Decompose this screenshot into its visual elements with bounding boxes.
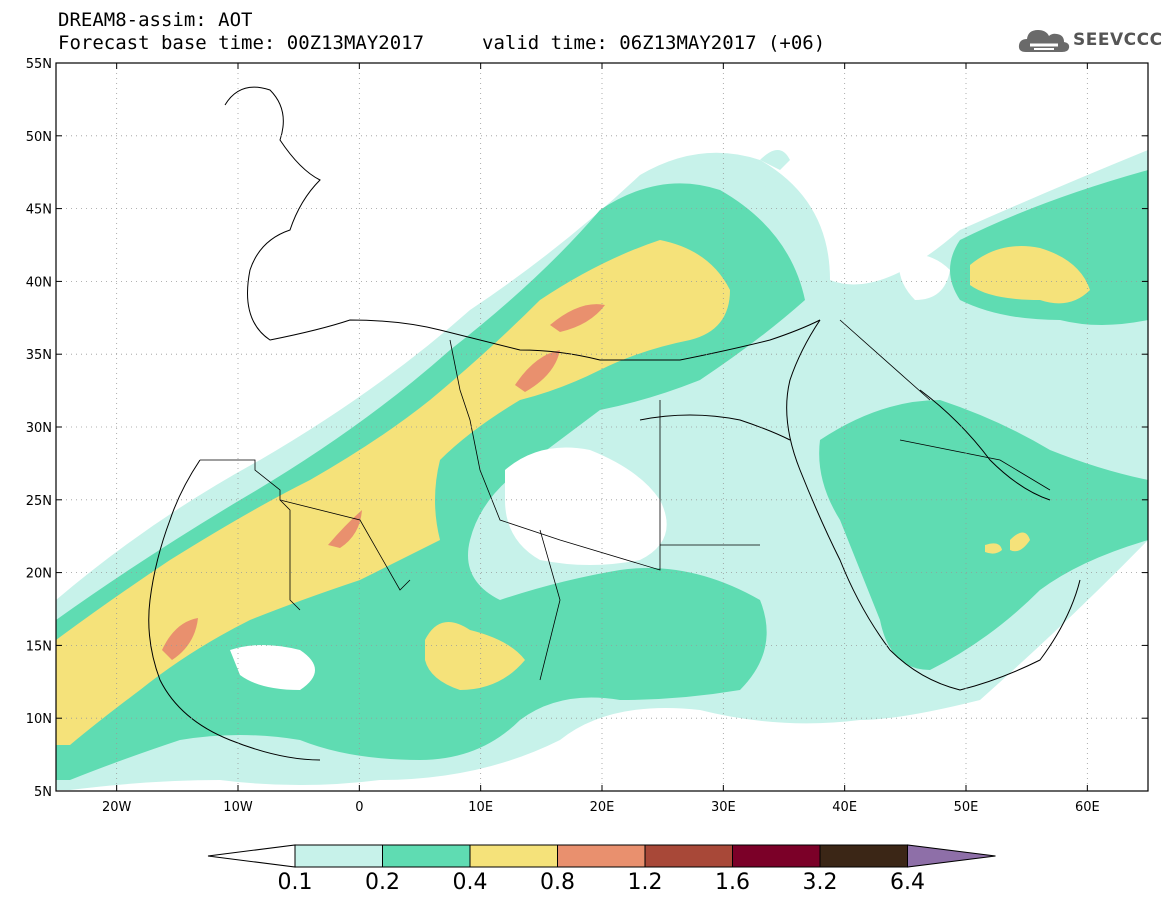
colorbar-low-arrow	[207, 844, 296, 868]
seevccc-logo: SEEVCCC	[1016, 22, 1162, 58]
colorbar-label: 1.6	[715, 870, 750, 895]
colorbar-label: 0.1	[277, 870, 313, 895]
colorbar-segment	[644, 844, 733, 868]
lat-label: 50N	[26, 130, 52, 145]
colorbar-segment	[557, 844, 646, 868]
colorbar-segment	[469, 844, 558, 868]
lon-label: 40E	[832, 800, 857, 815]
aot-band-below-0.1	[230, 254, 950, 690]
lat-label: 15N	[26, 639, 52, 654]
lon-labels: 20W 10W 0 10E 20E 30E 40E 50E 60E	[102, 800, 1100, 815]
forecast-base-time: Forecast base time: 00Z13MAY2017	[58, 32, 425, 54]
graticule	[56, 63, 1148, 791]
lon-label: 50E	[954, 800, 979, 815]
chart-title: DREAM8-assim: AOT	[58, 9, 253, 31]
lat-label: 5N	[34, 785, 52, 800]
colorbar-high-arrow	[907, 844, 996, 868]
lat-label: 45N	[26, 203, 52, 218]
lat-label: 20N	[26, 567, 52, 582]
lat-label: 10N	[26, 712, 52, 727]
valid-time: valid time: 06Z13MAY2017 (+06)	[482, 32, 826, 54]
lat-labels: 5N 10N 15N 20N 25N 30N 35N 40N 45N 50N 55N	[26, 57, 52, 800]
axis-ticks	[56, 62, 1148, 792]
lat-label: 55N	[26, 57, 52, 72]
lat-label: 40N	[26, 275, 52, 290]
colorbar-segment	[294, 844, 383, 868]
country-borders	[200, 319, 1051, 681]
colorbar-label: 0.2	[365, 870, 400, 895]
colorbar-label: 0.4	[452, 870, 488, 895]
aot-band-0.4	[56, 240, 1090, 745]
colorbar-label: 0.8	[540, 870, 575, 895]
lon-label: 10W	[223, 800, 253, 815]
logo-label: SEEVCCC	[1073, 30, 1163, 50]
aot-band-0.8	[162, 304, 605, 660]
colorbar-segment	[732, 844, 821, 868]
lon-label: 30E	[711, 800, 736, 815]
lat-label: 30N	[26, 421, 52, 436]
lat-label: 35N	[26, 348, 52, 363]
lat-label: 25N	[26, 494, 52, 509]
lon-label: 10E	[468, 800, 493, 815]
colorbar-label: 6.4	[890, 870, 925, 895]
lon-label: 0	[355, 800, 363, 815]
lon-label: 20E	[590, 800, 615, 815]
lon-label: 60E	[1075, 800, 1100, 815]
cloud-icon	[1018, 30, 1070, 52]
colorbar-segment	[819, 844, 908, 868]
lon-label: 20W	[102, 800, 132, 815]
colorbar-segment	[382, 844, 471, 868]
colorbar-label: 3.2	[802, 870, 838, 895]
colorbar-label: 1.2	[627, 870, 663, 895]
coastlines	[148, 86, 1081, 761]
aot-field	[56, 150, 1148, 790]
